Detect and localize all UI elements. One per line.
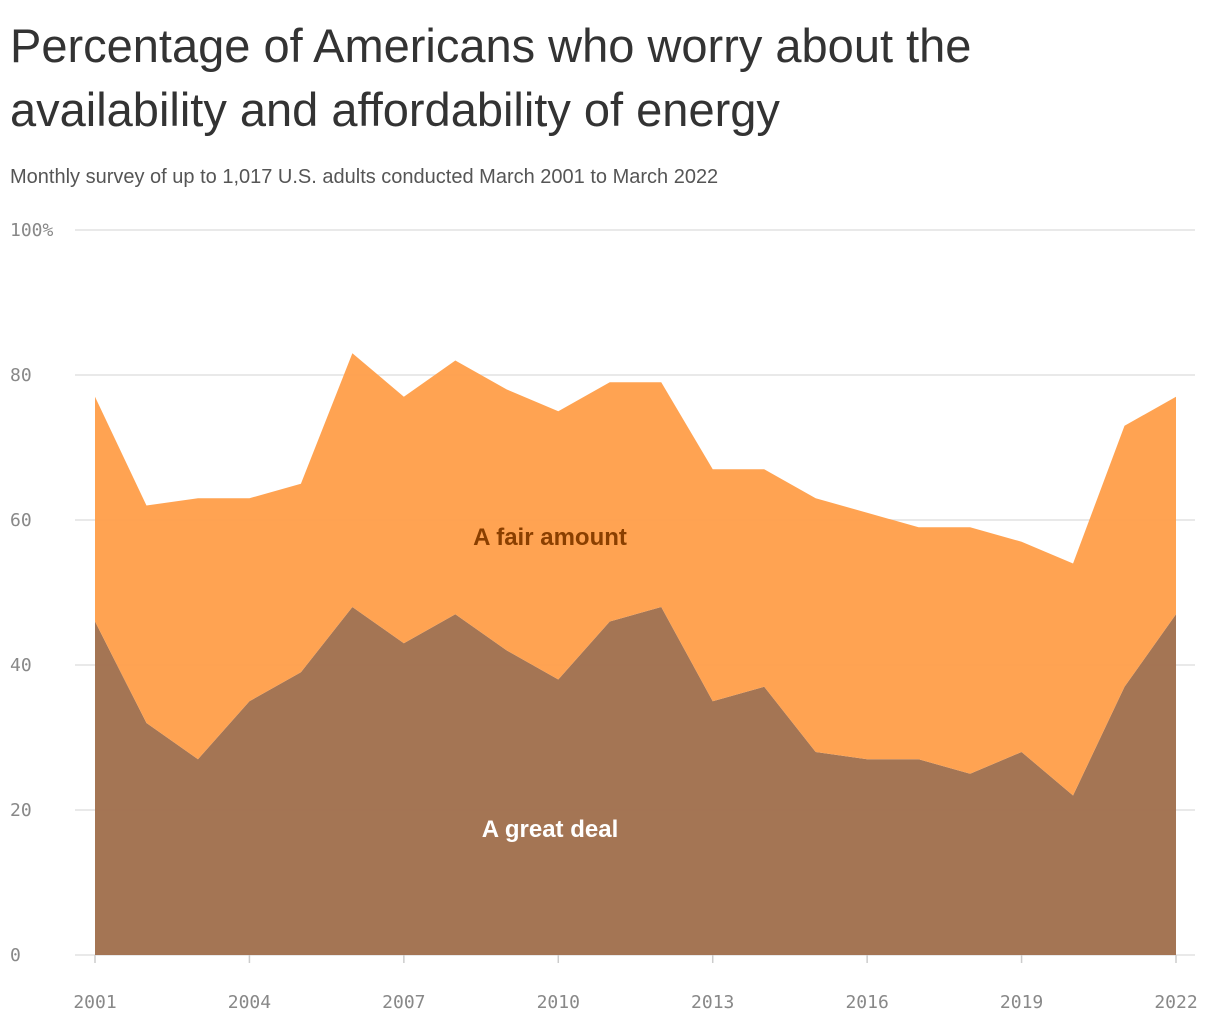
- series-label-fair-amount: A fair amount: [473, 524, 627, 551]
- x-tick-label: 2022: [1154, 992, 1197, 1013]
- y-tick-label: 100%: [10, 220, 54, 241]
- chart-subtitle: Monthly survey of up to 1,017 U.S. adult…: [10, 166, 719, 188]
- series-label-great-deal: A great deal: [482, 816, 619, 843]
- y-tick-label: 80: [10, 365, 32, 386]
- y-tick-label: 20: [10, 800, 32, 821]
- x-tick-label: 2010: [537, 992, 580, 1013]
- y-tick-label: 40: [10, 655, 32, 676]
- chart-title: Percentage of Americans who worry about …: [10, 19, 972, 136]
- x-tick-label: 2013: [691, 992, 734, 1013]
- x-tick-label: 2016: [845, 992, 888, 1013]
- x-tick-label: 2007: [382, 992, 425, 1013]
- area-a-great-deal: [95, 607, 1176, 955]
- x-tick-label: 2001: [73, 992, 116, 1013]
- y-tick-label: 0: [10, 945, 21, 966]
- y-tick-label: 60: [10, 510, 32, 531]
- area-a-fair-amount: [95, 353, 1176, 796]
- x-tick-label: 2019: [1000, 992, 1043, 1013]
- x-tick-label: 2004: [228, 992, 271, 1013]
